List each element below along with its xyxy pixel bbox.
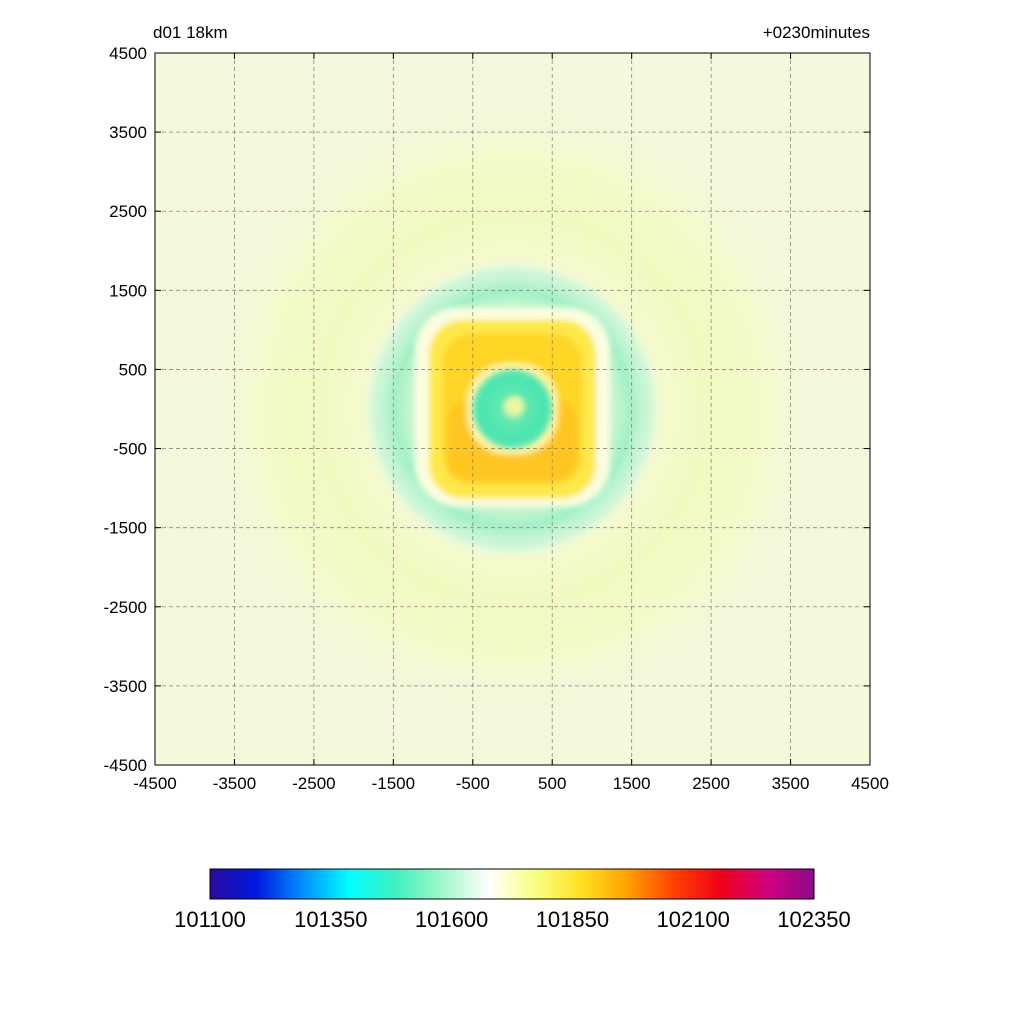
core-center — [504, 396, 525, 416]
x-tick-label: -1500 — [372, 774, 415, 793]
y-tick-label: 3500 — [109, 123, 147, 142]
colorbar-tick-label: 101100 — [174, 907, 246, 932]
x-tick-label: 1500 — [613, 774, 651, 793]
title-left: d01 18km — [153, 23, 228, 42]
colorbar-tick-label: 101350 — [294, 907, 367, 932]
colorbar-tick-label: 101850 — [536, 907, 609, 932]
y-tick-label: 4500 — [109, 44, 147, 63]
y-tick-label: -500 — [113, 440, 147, 459]
x-tick-label: -500 — [456, 774, 490, 793]
y-tick-label: 2500 — [109, 202, 147, 221]
x-tick-label: 4500 — [851, 774, 889, 793]
x-tick-label: -3500 — [213, 774, 256, 793]
y-tick-label: -1500 — [104, 519, 147, 538]
x-tick-label: 2500 — [692, 774, 730, 793]
colorbar-tick-label: 101600 — [415, 907, 488, 932]
x-tick-label: -2500 — [292, 774, 335, 793]
x-tick-label: 3500 — [772, 774, 810, 793]
x-tick-label: -4500 — [133, 774, 176, 793]
colorbar-tick-label: 102350 — [777, 907, 850, 932]
colorbar-labels: 101100 101350 101600 101850 102100 102350 — [174, 907, 851, 932]
y-tick-label: -4500 — [104, 756, 147, 775]
plot-frame — [154, 52, 871, 766]
y-axis: 4500 3500 2500 1500 500 -500 -1500 -2500 -3500 -4… — [104, 44, 870, 775]
plot-area — [155, 53, 870, 765]
colorbar-tick-label: 102100 — [656, 907, 729, 932]
y-tick-label: -3500 — [104, 677, 147, 696]
x-axis: -4500 -3500 -2500 -1500 -500 500 1500 2500 3500 4… — [133, 53, 889, 793]
y-tick-label: 500 — [119, 360, 147, 379]
y-tick-label: 1500 — [109, 281, 147, 300]
y-tick-label: -2500 — [104, 598, 147, 617]
colorbar — [209, 868, 815, 900]
x-tick-label: 500 — [538, 774, 566, 793]
title-right: +0230minutes — [763, 23, 870, 42]
